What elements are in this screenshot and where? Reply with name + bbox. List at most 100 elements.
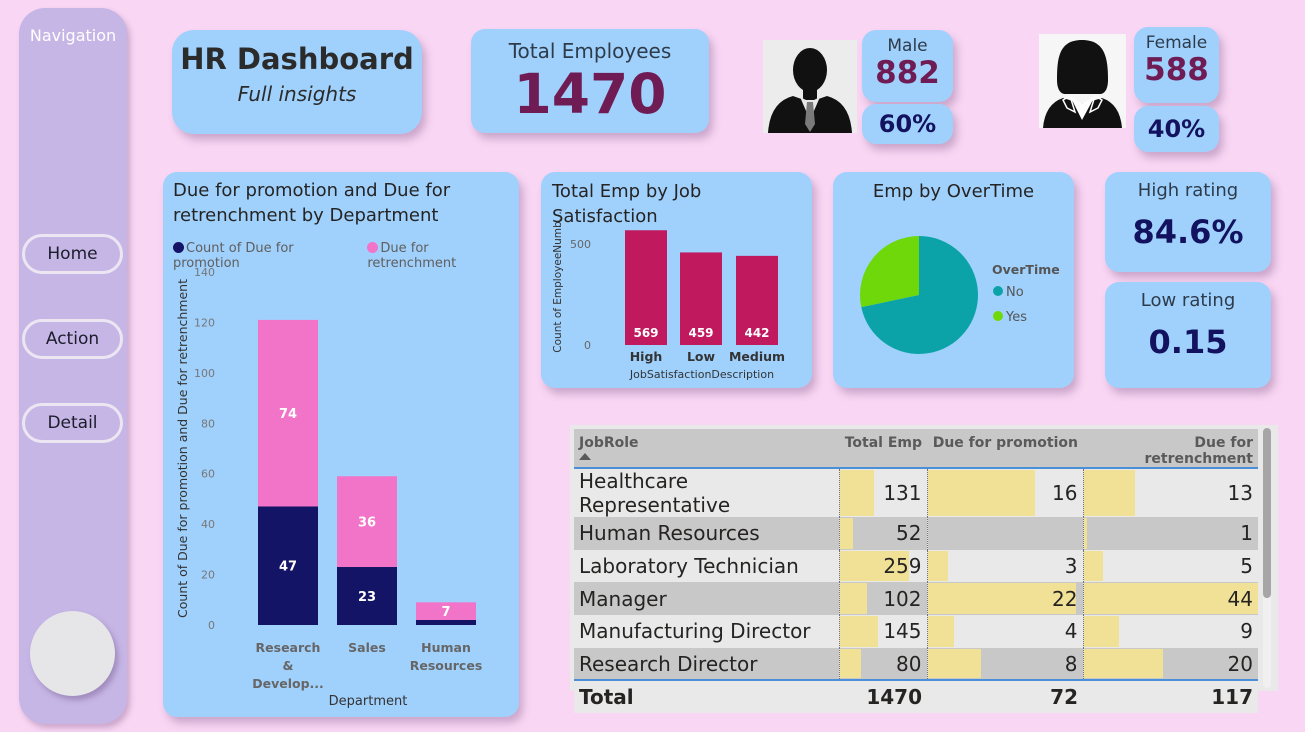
table-row[interactable]: Manager 102 22 44 <box>574 582 1258 616</box>
cell-value: 145 <box>883 619 922 644</box>
due-for-promotion-cell: 8 <box>926 647 1083 681</box>
table-row[interactable]: Human Resources 52 1 <box>574 517 1258 550</box>
column-header-due-for-retrenchment[interactable]: Due for retrenchment <box>1083 429 1258 469</box>
total-emp-cell: 52 <box>838 517 927 550</box>
total-emp-cell: 131 <box>838 468 927 517</box>
due-for-promotion-cell: 4 <box>926 615 1083 648</box>
legend-dot-icon <box>173 242 184 253</box>
data-bar <box>839 518 854 549</box>
due-for-retrenchment-cell: 13 <box>1082 468 1258 517</box>
data-bar <box>927 550 948 582</box>
overtime-card: Emp by OverTime OverTime No Yes <box>833 172 1074 388</box>
bar-data-label: 36 <box>358 516 376 531</box>
table-row[interactable]: Healthcare Representative 131 16 13 <box>574 468 1258 517</box>
low-rating-card: Low rating 0.15 <box>1105 282 1271 388</box>
cell-value: 20 <box>1227 651 1253 676</box>
cell-value: 131 <box>883 481 922 505</box>
legend-item-label: No <box>1006 285 1024 300</box>
jobrole-cell: Manufacturing Director <box>574 615 839 648</box>
job-satisfaction-bar <box>736 255 778 345</box>
y-axis-title: Count of EmployeeNumb... <box>552 211 564 352</box>
female-value: 588 <box>1144 52 1209 88</box>
y-tick-label: 80 <box>201 417 215 430</box>
cell-value: 22 <box>1052 586 1078 611</box>
sort-ascending-icon <box>579 453 591 460</box>
legend-retrenchment[interactable]: Due for retrenchment <box>367 241 457 271</box>
home-button[interactable]: Home <box>22 234 123 274</box>
action-button[interactable]: Action <box>22 319 123 359</box>
cell-value: 44 <box>1227 586 1253 611</box>
total-emp-cell: 80 <box>838 647 927 681</box>
nav-circle-button[interactable] <box>30 611 115 696</box>
data-bar <box>839 550 909 582</box>
legend-dot-icon <box>993 286 1003 296</box>
retrenchment-bar <box>258 319 318 507</box>
navigation-panel: Navigation Home Action Detail <box>19 8 127 724</box>
table-scrollbar[interactable] <box>1263 428 1271 688</box>
pie-slice-yes <box>860 236 919 308</box>
female-percent-card: 40% <box>1134 106 1219 152</box>
column-header-jobrole[interactable]: JobRole <box>574 429 839 469</box>
job-satisfaction-bar <box>625 230 667 345</box>
data-bar <box>927 616 955 647</box>
detail-button[interactable]: Detail <box>22 403 123 443</box>
data-bar <box>839 648 861 679</box>
male-percent-card: 60% <box>862 104 953 144</box>
data-bar <box>1083 550 1104 582</box>
cell-value: 5 <box>1240 554 1253 579</box>
cell-value: 259 <box>883 554 922 579</box>
male-percent: 60% <box>878 110 937 138</box>
total-employees-label: Total Employees <box>508 39 672 63</box>
cell-value: 4 <box>1064 619 1078 644</box>
column-header-total-emp[interactable]: Total Emp <box>839 429 927 469</box>
cell-value: 80 <box>896 651 922 676</box>
female-count-card: Female 588 <box>1134 27 1219 103</box>
x-tick-label: Human <box>421 640 471 655</box>
job-satisfaction-title: Total Emp by Job Satisfaction <box>552 181 702 227</box>
table-total-row: Total 1470 72 117 <box>574 679 1258 714</box>
retrenchment-bar <box>416 602 476 620</box>
high-rating-label: High rating <box>1137 180 1239 201</box>
due-for-promotion-cell: 3 <box>926 549 1083 583</box>
due-for-promotion-cell: 16 <box>926 468 1083 517</box>
y-tick-label: 40 <box>201 518 215 531</box>
y-tick-label: 500 <box>570 238 591 251</box>
total-emp-cell: 145 <box>838 615 927 648</box>
data-bar <box>839 616 879 647</box>
total-emp-cell: 102 <box>838 582 927 616</box>
data-bar <box>839 470 875 516</box>
cell-value: 16 <box>1052 481 1078 505</box>
due-for-retrenchment-cell: 20 <box>1082 647 1258 681</box>
table-row[interactable]: Laboratory Technician 259 3 5 <box>574 549 1258 583</box>
x-axis-title: Department <box>329 694 408 709</box>
legend-dot-icon <box>993 311 1003 321</box>
y-tick-label: 0 <box>584 339 591 352</box>
cell-value: 102 <box>883 586 922 611</box>
bar-data-label: 74 <box>279 407 297 422</box>
data-bar <box>1083 518 1088 549</box>
low-rating-label: Low rating <box>1140 290 1236 311</box>
legend-item-label: Yes <box>1005 310 1027 325</box>
table-scrollbar-thumb[interactable] <box>1263 428 1271 598</box>
y-tick-label: 20 <box>201 569 215 582</box>
data-bar <box>927 583 1076 615</box>
promotion-bar <box>337 567 397 625</box>
job-satisfaction-bar <box>680 252 722 345</box>
cell-value: 13 <box>1227 481 1253 505</box>
total-emp-sum: 1470 <box>839 679 927 714</box>
column-header-due-for-promotion[interactable]: Due for promotion <box>927 429 1083 469</box>
promotion-bar <box>416 619 476 625</box>
male-value: 882 <box>875 55 940 91</box>
job-satisfaction-bar-chart: 0 500 Count of EmployeeNumb... 569 High 459 Lo… <box>552 211 785 381</box>
x-axis-title: JobSatisfactionDescription <box>629 368 774 381</box>
high-rating-value: 84.6% <box>1132 213 1244 251</box>
legend-promotion[interactable]: Count of Due for promotion <box>173 241 294 271</box>
y-tick-label: 100 <box>194 367 215 380</box>
x-tick-label: Resources <box>410 658 483 673</box>
table-row[interactable]: Manufacturing Director 145 4 9 <box>574 615 1258 648</box>
department-chart-card: Due for promotion and Due for retrenchme… <box>163 172 519 717</box>
y-tick-label: 0 <box>208 619 215 632</box>
job-satisfaction-card: Total Emp by Job Satisfaction 0 500 Count … <box>541 172 812 388</box>
x-tick-label: High <box>630 349 663 364</box>
table-row[interactable]: Research Director 80 8 20 <box>574 647 1258 681</box>
